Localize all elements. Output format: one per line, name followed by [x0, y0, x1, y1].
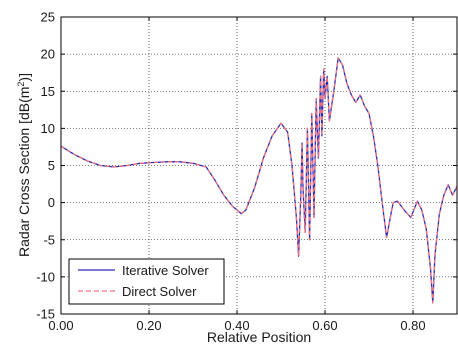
series-line-direct-solver	[60, 57, 458, 304]
y-tick-label: -5	[43, 232, 55, 247]
x-axis-ticks: 0.00 0.20 0.40 0.60 0.80	[48, 17, 426, 333]
y-tick-label: -10	[36, 269, 55, 284]
y-tick-label: -15	[36, 307, 55, 322]
x-tick-label: 0.40	[224, 318, 249, 333]
y-tick-label: 10	[41, 121, 55, 136]
y-tick-label: 0	[48, 195, 55, 210]
y-tick-label: 20	[41, 47, 55, 62]
y-axis-ticks: -15 -10 -5 0 5 10 15 20 25	[36, 10, 457, 322]
y-tick-label: 15	[41, 84, 55, 99]
legend-box	[68, 258, 225, 305]
series-layer	[60, 57, 458, 304]
legend-label-iterative: Iterative Solver	[122, 263, 209, 278]
x-tick-label: 0.60	[312, 318, 337, 333]
y-axis-title-main: Radar Cross Section [dB(m	[16, 87, 32, 257]
x-tick-label: 0.80	[400, 318, 425, 333]
x-tick-label: 0.20	[136, 318, 161, 333]
x-tick-label: 0.00	[48, 318, 73, 333]
legend-label-direct: Direct Solver	[122, 284, 197, 299]
y-tick-label: 25	[41, 10, 55, 25]
y-axis-title-end: )]	[16, 73, 32, 82]
y-axis-title: Radar Cross Section [dB(m2)]	[16, 73, 32, 257]
y-tick-label: 5	[48, 158, 55, 173]
x-axis-title: Relative Position	[207, 329, 311, 345]
legend: Iterative Solver Direct Solver	[68, 258, 225, 305]
y-axis-title-sup: 2	[16, 82, 26, 87]
